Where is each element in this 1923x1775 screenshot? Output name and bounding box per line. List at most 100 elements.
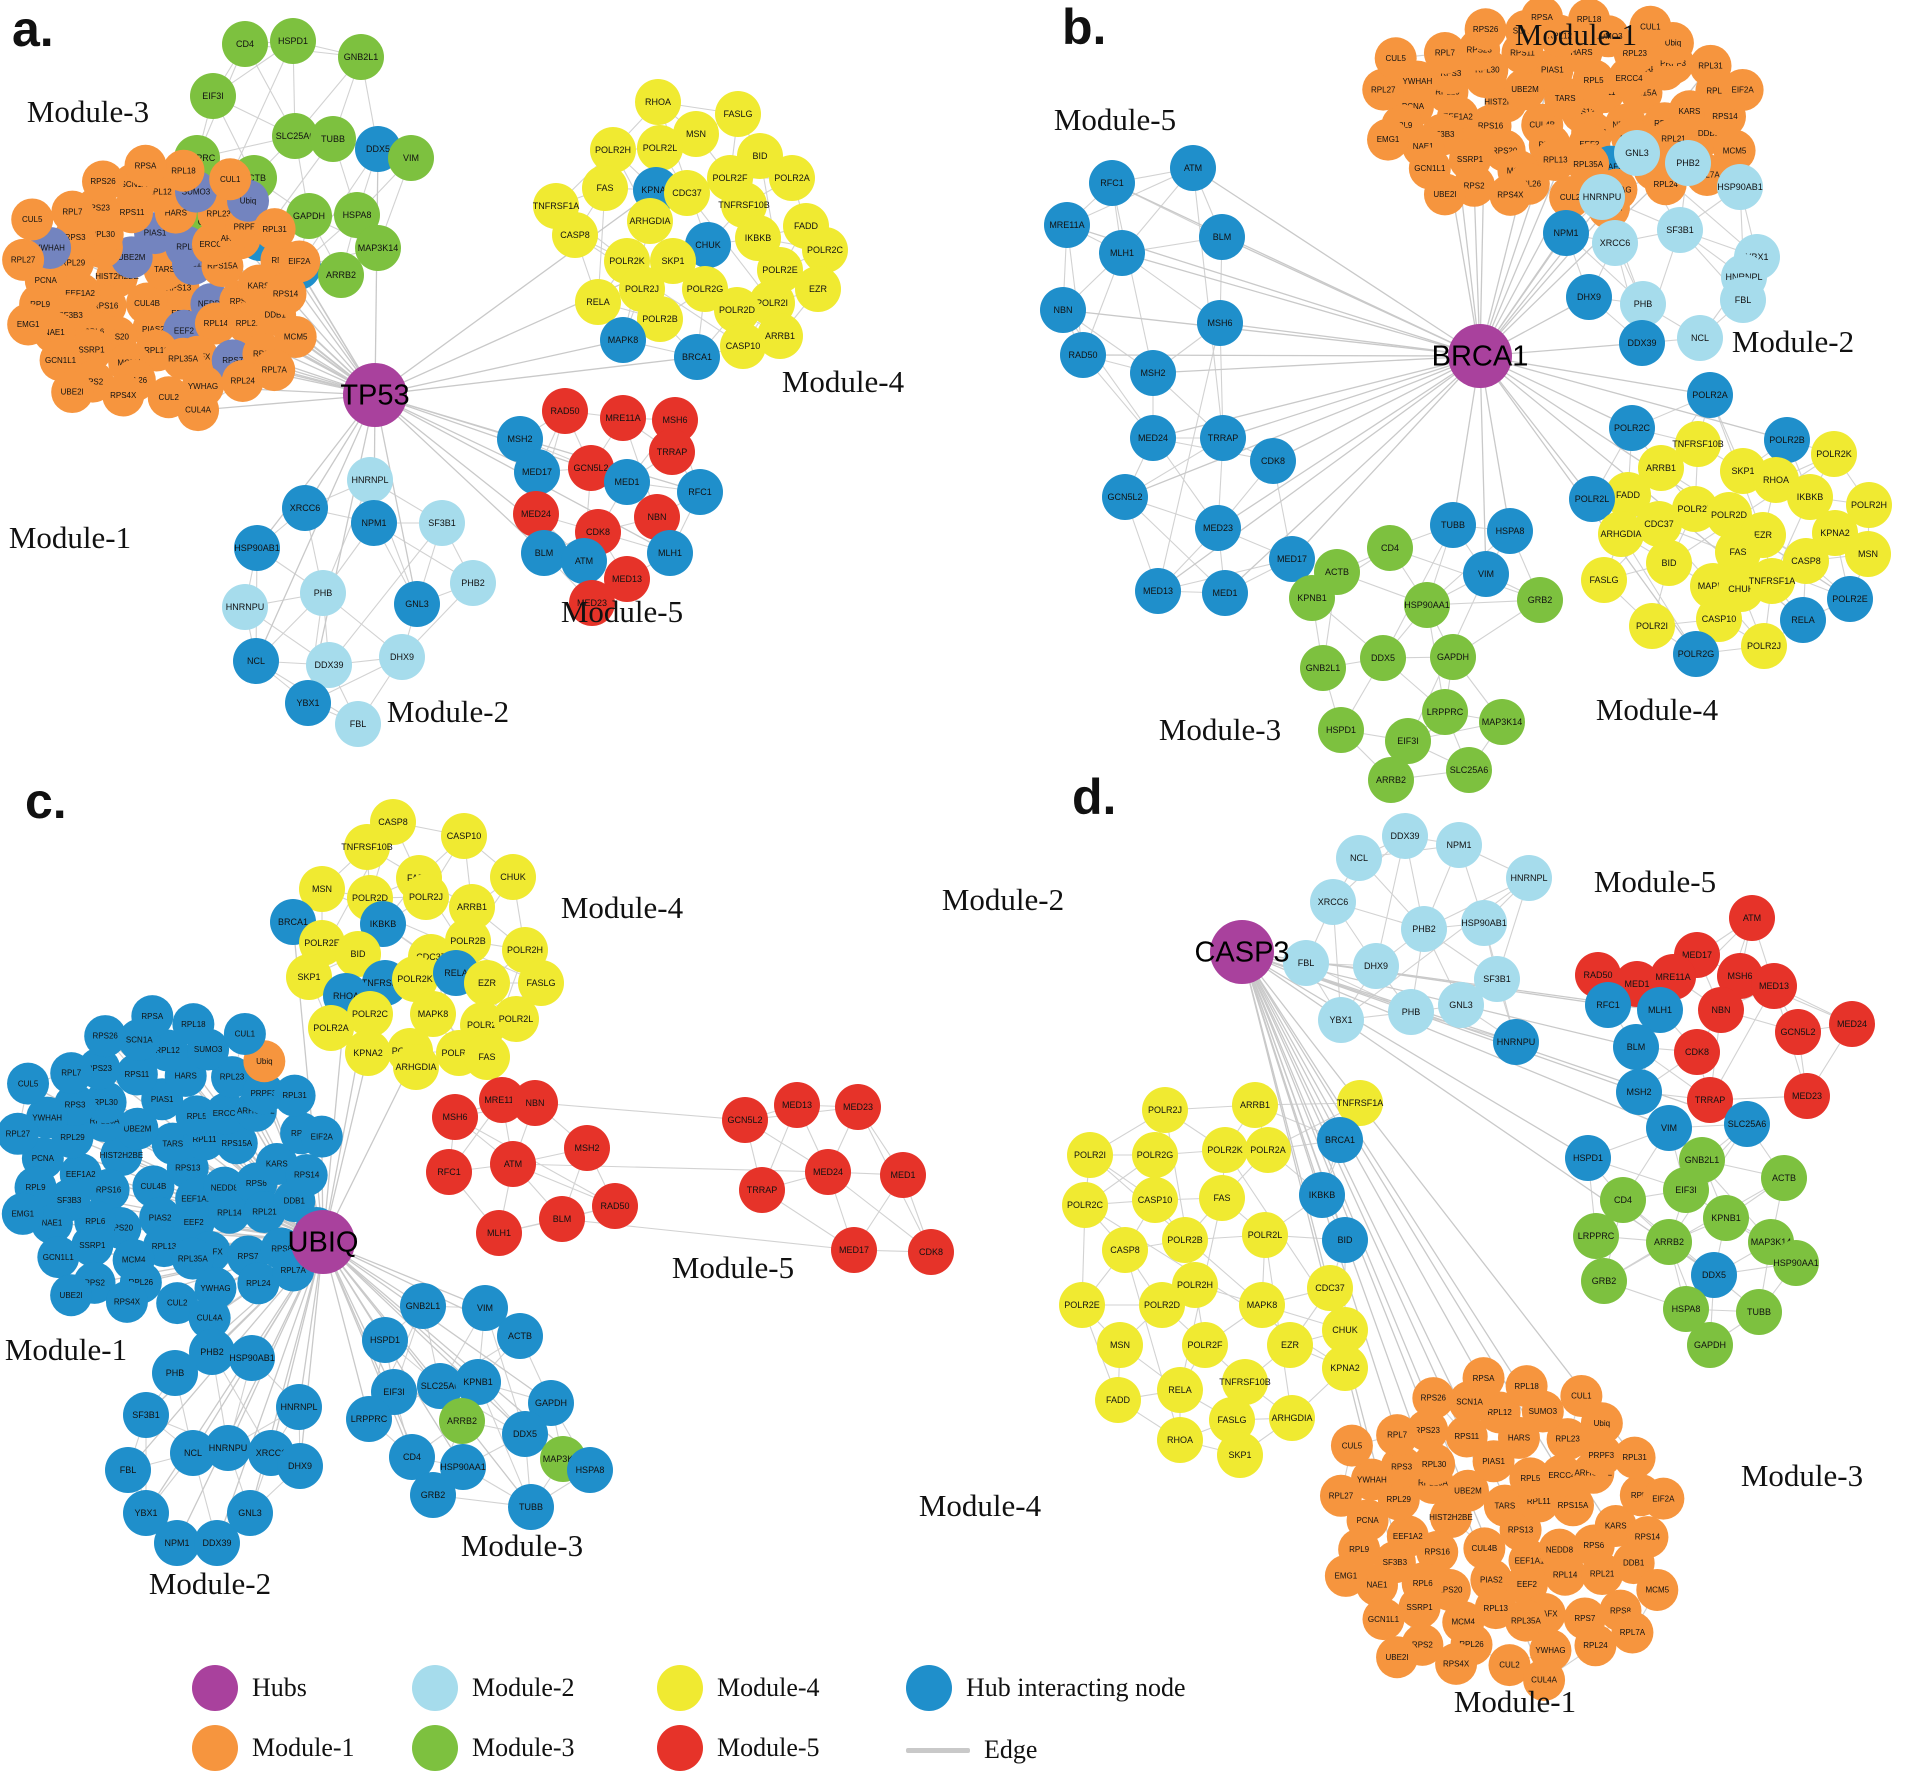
gene-node[interactable]: [1367, 118, 1410, 161]
gene-node[interactable]: [1319, 1474, 1362, 1517]
gene-node[interactable]: [1318, 707, 1364, 753]
gene-node[interactable]: [1609, 405, 1655, 451]
gene-node[interactable]: [1474, 956, 1520, 1002]
gene-node[interactable]: [394, 581, 440, 627]
gene-node[interactable]: [1182, 1322, 1228, 1368]
gene-node[interactable]: [253, 208, 296, 251]
gene-node[interactable]: [1773, 1240, 1819, 1286]
gene-node[interactable]: [518, 960, 564, 1006]
gene-node[interactable]: [1580, 1434, 1623, 1477]
gene-node[interactable]: [1435, 1642, 1478, 1685]
gene-node[interactable]: [1401, 906, 1447, 952]
gene-node[interactable]: [1132, 1132, 1178, 1178]
gene-node[interactable]: [1209, 1397, 1255, 1443]
gene-node[interactable]: [389, 1434, 435, 1480]
gene-node[interactable]: [306, 642, 352, 688]
gene-node[interactable]: [346, 1396, 392, 1442]
gene-node[interactable]: [1350, 1458, 1393, 1501]
gene-node[interactable]: [1568, 0, 1611, 41]
gene-node[interactable]: [1620, 281, 1666, 327]
gene-node[interactable]: [1283, 940, 1329, 986]
gene-node[interactable]: [1619, 320, 1665, 366]
gene-node[interactable]: [1569, 476, 1615, 522]
gene-node[interactable]: [1242, 1212, 1288, 1258]
gene-node[interactable]: [39, 339, 82, 382]
gene-node[interactable]: [1783, 538, 1829, 584]
gene-node[interactable]: [1504, 1599, 1547, 1642]
gene-node[interactable]: [170, 1430, 216, 1476]
gene-node[interactable]: [1626, 1516, 1669, 1559]
gene-node[interactable]: [1721, 68, 1764, 111]
gene-node[interactable]: [1430, 502, 1476, 548]
gene-node[interactable]: [1845, 531, 1891, 577]
gene-node[interactable]: [561, 538, 607, 584]
gene-node[interactable]: [51, 371, 94, 414]
gene-node[interactable]: [286, 193, 332, 239]
gene-node[interactable]: [1289, 575, 1335, 621]
gene-node[interactable]: [455, 1359, 501, 1405]
gene-node[interactable]: [647, 530, 693, 576]
gene-node[interactable]: [190, 73, 236, 119]
gene-node[interactable]: [300, 570, 346, 616]
gene-node[interactable]: [521, 530, 567, 576]
gene-node[interactable]: [1095, 1377, 1141, 1423]
gene-node[interactable]: [552, 212, 598, 258]
gene-node[interactable]: [1636, 1568, 1679, 1611]
gene-node[interactable]: [1489, 173, 1532, 216]
gene-node[interactable]: [1689, 44, 1732, 87]
gene-node[interactable]: [1574, 1624, 1617, 1667]
gene-node[interactable]: [1672, 486, 1718, 532]
gene-node[interactable]: [272, 113, 318, 159]
gene-node[interactable]: [664, 170, 710, 216]
gene-node[interactable]: [229, 1335, 275, 1381]
gene-node[interactable]: [345, 1030, 391, 1076]
hub-node[interactable]: [1448, 324, 1512, 388]
gene-node[interactable]: [1493, 1019, 1539, 1065]
gene-node[interactable]: [131, 995, 174, 1038]
gene-node[interactable]: [2, 238, 45, 281]
gene-node[interactable]: [1376, 1636, 1419, 1679]
gene-node[interactable]: [172, 1003, 215, 1046]
gene-node[interactable]: [805, 1149, 851, 1195]
gene-node[interactable]: [264, 272, 307, 315]
gene-node[interactable]: [1199, 214, 1245, 260]
gene-node[interactable]: [419, 500, 465, 546]
gene-node[interactable]: [1687, 372, 1733, 418]
gene-node[interactable]: [1717, 164, 1763, 210]
gene-node[interactable]: [1724, 1101, 1770, 1147]
gene-node[interactable]: [1130, 350, 1176, 396]
gene-node[interactable]: [1592, 220, 1638, 266]
gene-node[interactable]: [1594, 1504, 1637, 1547]
gene-node[interactable]: [37, 1236, 80, 1279]
gene-node[interactable]: [1102, 474, 1148, 520]
gene-node[interactable]: [1135, 568, 1181, 614]
gene-node[interactable]: [285, 1154, 328, 1197]
gene-node[interactable]: [1413, 1443, 1456, 1486]
gene-node[interactable]: [1423, 32, 1466, 75]
gene-node[interactable]: [1139, 1282, 1185, 1328]
gene-node[interactable]: [1398, 1586, 1441, 1629]
gene-node[interactable]: [1239, 1282, 1285, 1328]
gene-node[interactable]: [71, 1224, 114, 1267]
gene-node[interactable]: [318, 252, 364, 298]
gene-node[interactable]: [102, 374, 145, 417]
gene-node[interactable]: [223, 1012, 266, 1055]
gene-node[interactable]: [1636, 501, 1682, 547]
gene-node[interactable]: [769, 155, 815, 201]
gene-node[interactable]: [1505, 1365, 1548, 1408]
gene-node[interactable]: [1245, 1127, 1291, 1173]
gene-node[interactable]: [439, 1398, 485, 1444]
gene-node[interactable]: [673, 111, 719, 157]
gene-node[interactable]: [335, 931, 381, 977]
gene-node[interactable]: [211, 1056, 254, 1099]
gene-node[interactable]: [1665, 140, 1711, 186]
gene-node[interactable]: [449, 884, 495, 930]
gene-node[interactable]: [528, 1380, 574, 1426]
gene-node[interactable]: [493, 996, 539, 1042]
gene-node[interactable]: [567, 1447, 613, 1493]
gene-node[interactable]: [282, 485, 328, 531]
gene-node[interactable]: [1360, 635, 1406, 681]
gene-node[interactable]: [335, 701, 381, 747]
gene-node[interactable]: [1132, 1177, 1178, 1223]
gene-node[interactable]: [1322, 1307, 1368, 1353]
